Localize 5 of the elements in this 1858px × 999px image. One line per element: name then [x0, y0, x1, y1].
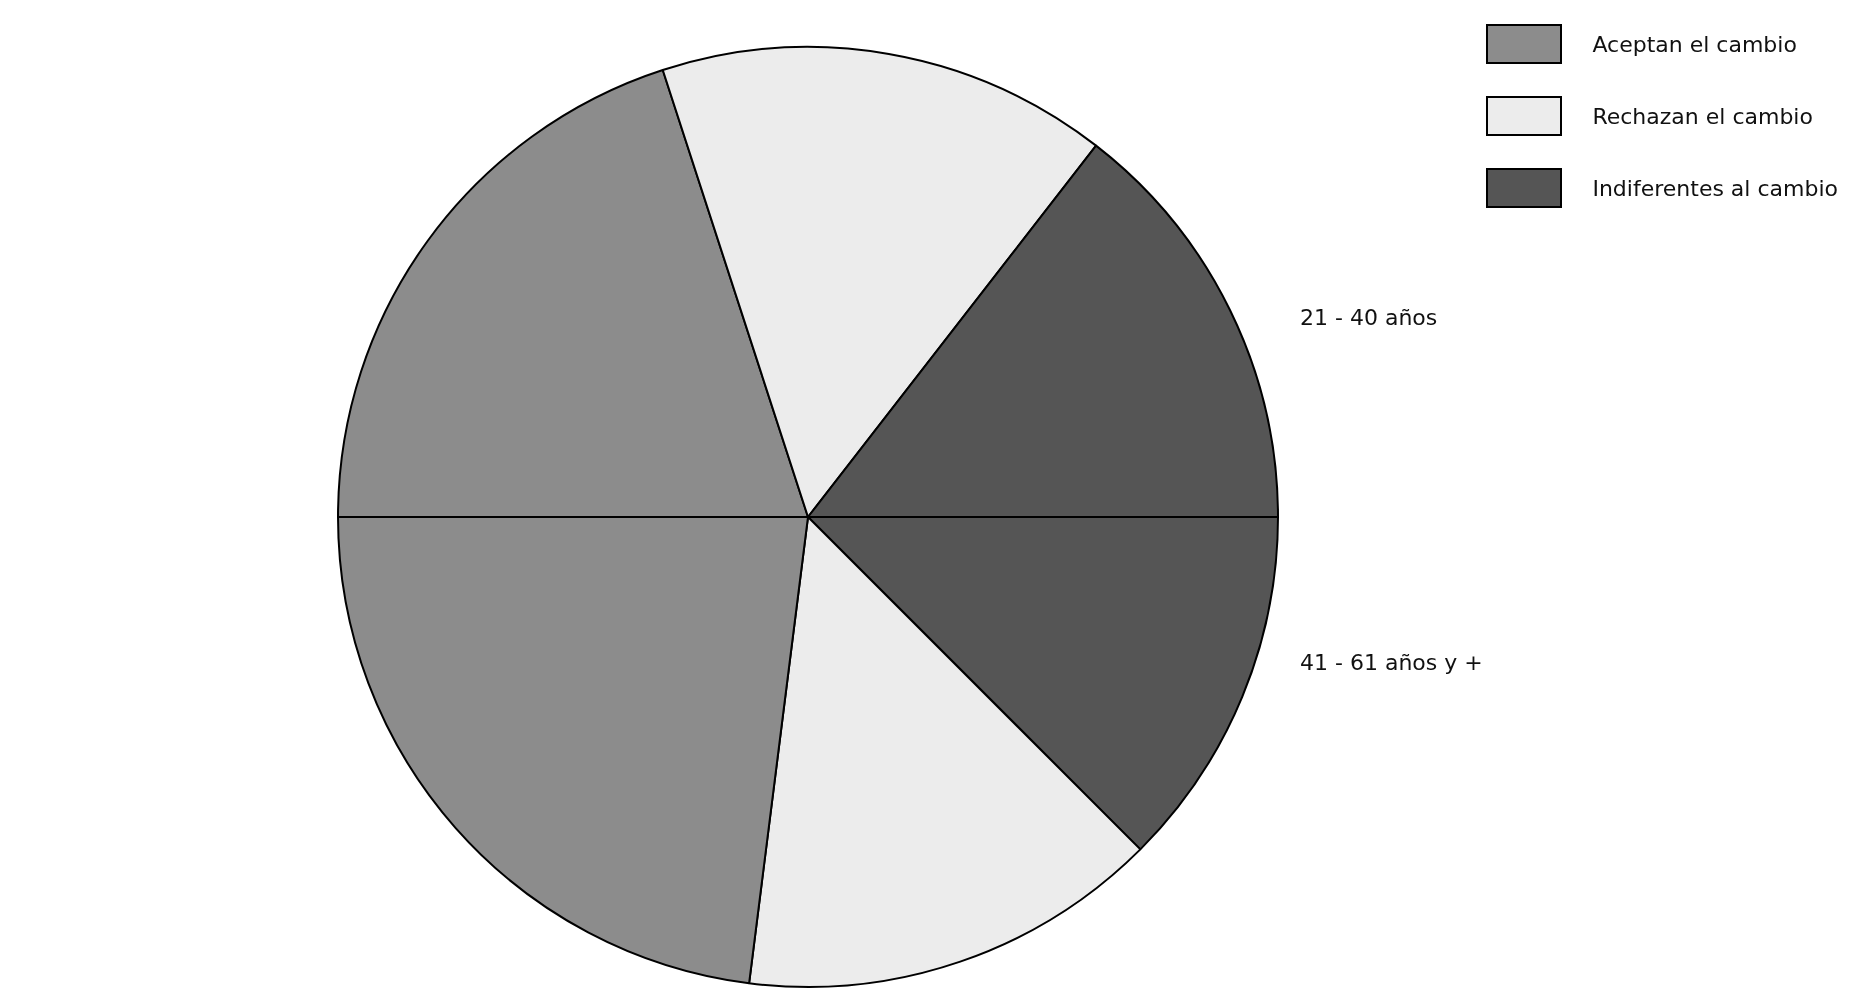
text: 21 - 40 años: [1300, 305, 1438, 330]
legend-label: Indiferentes al cambio: [1592, 175, 1838, 201]
text: 41 - 61 años y +: [1300, 650, 1483, 675]
legend-label: Aceptan el cambio: [1592, 31, 1797, 57]
legend-label: Rechazan el cambio: [1592, 103, 1813, 129]
